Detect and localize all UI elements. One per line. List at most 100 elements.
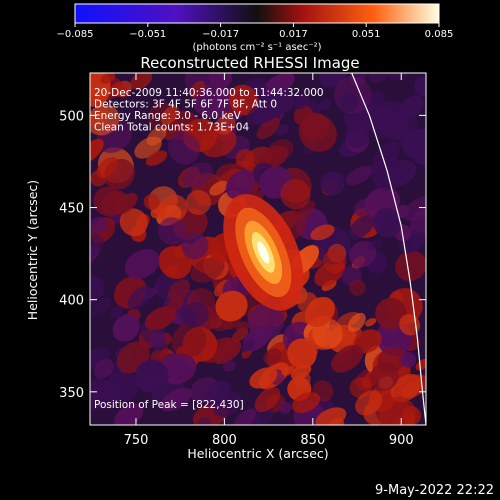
emission-blob — [209, 73, 233, 89]
chart-title: Reconstructed RHESSI Image — [140, 54, 359, 72]
emission-blob — [233, 408, 256, 425]
annotations: 20-Dec-2009 11:40:36.000 to 11:44:32.000… — [94, 87, 324, 134]
emission-blob — [90, 349, 103, 367]
annotation-line: 20-Dec-2009 11:40:36.000 to 11:44:32.000 — [94, 87, 324, 99]
emission-blob — [365, 317, 377, 327]
emission-blob — [225, 169, 255, 199]
emission-blob — [158, 217, 187, 246]
emission-blob — [110, 305, 124, 318]
emission-blob — [149, 345, 169, 364]
emission-blob — [388, 73, 410, 81]
emission-blob — [143, 193, 160, 211]
emission-blob — [410, 137, 426, 166]
emission-blob — [90, 138, 104, 163]
emission-blob — [294, 93, 310, 109]
emission-blob — [114, 192, 138, 215]
emission-blob — [355, 390, 383, 416]
emission-blob — [249, 367, 278, 389]
emission-blob — [310, 224, 335, 241]
emission-blob — [373, 208, 402, 238]
x-tick-label: 800 — [212, 433, 237, 448]
emission-blob — [370, 362, 399, 391]
colorbar — [74, 3, 440, 24]
emission-blob — [254, 387, 281, 413]
emission-blob — [182, 162, 213, 188]
emission-blob — [119, 208, 148, 237]
emission-blob — [400, 351, 417, 368]
peak-position-label: Position of Peak = [822,430] — [94, 399, 244, 411]
emission-blob — [386, 112, 418, 141]
emission-blob — [318, 98, 332, 111]
x-tick-label: 850 — [300, 433, 325, 448]
emission-blob — [246, 101, 282, 125]
emission-map — [90, 73, 426, 425]
emission-blob — [96, 157, 118, 178]
colorbar-tick-label: 0.051 — [352, 29, 381, 40]
emission-blob — [267, 139, 294, 161]
emission-blob — [171, 323, 207, 359]
emission-blob — [209, 180, 229, 196]
emission-blob — [149, 330, 167, 348]
emission-blob — [345, 165, 373, 186]
emission-blob — [190, 257, 225, 283]
emission-blob — [401, 405, 422, 425]
emission-blob — [280, 179, 311, 210]
emission-blob — [167, 279, 191, 302]
emission-blob — [298, 114, 337, 152]
emission-blob — [262, 73, 295, 97]
emission-blob — [110, 81, 127, 97]
solar-limb-curve — [351, 73, 426, 425]
emission-blob — [146, 126, 167, 146]
emission-blob — [158, 194, 188, 224]
timestamp: 9-May-2022 22:22 — [375, 483, 494, 498]
x-axis-label: Heliocentric X (arcsec) — [187, 446, 328, 461]
emission-blob — [287, 338, 317, 369]
emission-blob — [279, 401, 292, 414]
emission-blob — [124, 249, 160, 280]
emission-blob — [181, 301, 209, 328]
emission-blob — [127, 285, 153, 310]
emission-blob — [203, 380, 231, 408]
annotation-line: Clean Total counts: 1.73E+04 — [94, 122, 249, 134]
emission-blob — [415, 358, 426, 371]
emission-blob — [181, 232, 209, 260]
emission-blob — [215, 290, 248, 322]
y-axis-label: Heliocentric Y (arcsec) — [25, 180, 40, 320]
emission-blob — [390, 373, 422, 403]
emission-blob — [347, 312, 366, 332]
emission-blob — [93, 358, 114, 379]
emission-blob — [160, 387, 192, 412]
emission-blob — [100, 73, 116, 84]
emission-blob — [145, 150, 168, 166]
emission-blob — [345, 123, 370, 149]
emission-blob — [256, 117, 281, 140]
emission-blob — [105, 370, 138, 403]
emission-blob — [228, 84, 259, 116]
heatmap-image — [90, 73, 426, 425]
emission-blob — [184, 73, 214, 94]
x-tick-label: 750 — [124, 433, 149, 448]
x-tick-label: 900 — [389, 433, 414, 448]
emission-blob — [322, 249, 347, 274]
emission-blob — [263, 348, 282, 366]
y-tick-label: 350 — [59, 386, 84, 401]
emission-blob — [297, 292, 318, 313]
emission-blob — [315, 407, 347, 425]
y-tick-label: 400 — [59, 294, 84, 309]
emission-blob — [185, 189, 211, 216]
emission-blob — [336, 350, 352, 365]
emission-blob — [214, 115, 236, 135]
emission-blob — [281, 365, 295, 376]
colorbar-label: (photons cm⁻² s⁻¹ asec⁻²) — [192, 42, 321, 53]
axes: 750 800 850 900 350 400 450 500 — [59, 73, 426, 448]
colorbar-tick-label: −0.051 — [129, 29, 166, 40]
emission-blob — [375, 297, 407, 330]
emission-blob — [222, 360, 236, 372]
colorbar-tick-label: 0.085 — [425, 29, 454, 40]
emission-blob — [90, 276, 105, 305]
emission-blob — [240, 339, 255, 353]
colorbar-tick-label: −0.017 — [202, 29, 239, 40]
plot-frame — [89, 72, 427, 426]
emission-blob — [112, 314, 140, 342]
emission-blob — [90, 109, 110, 127]
